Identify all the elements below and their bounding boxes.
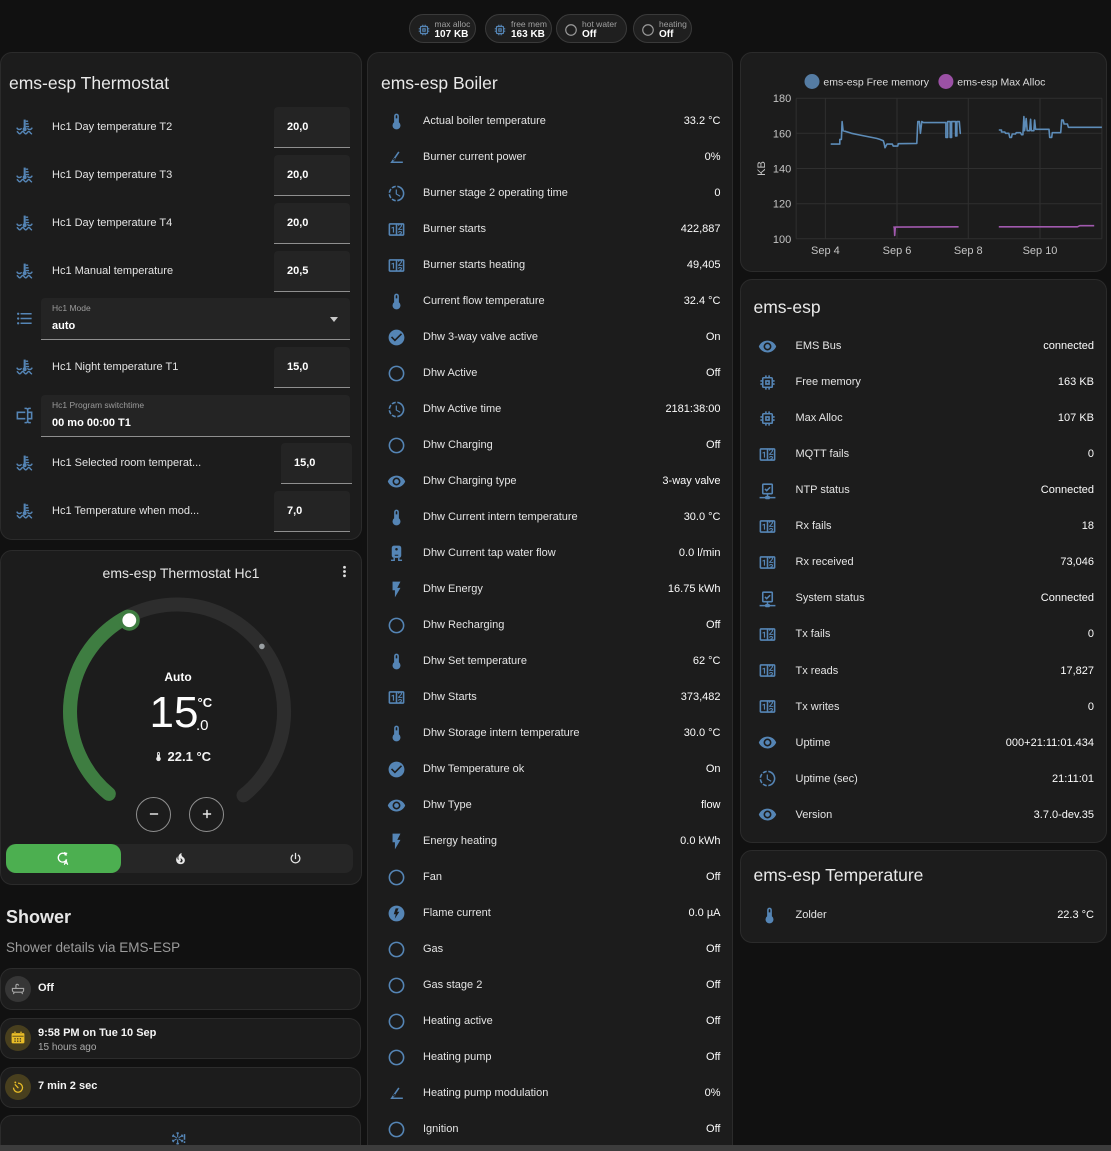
svg-text:KB: KB [756, 161, 768, 176]
svg-text:180: 180 [772, 93, 790, 105]
svg-text:ems-esp Max Alloc: ems-esp Max Alloc [957, 77, 1045, 89]
svg-text:Sep 4: Sep 4 [811, 245, 840, 257]
svg-text:100: 100 [772, 234, 790, 246]
svg-text:Sep 6: Sep 6 [882, 245, 911, 257]
svg-text:160: 160 [772, 128, 790, 140]
svg-text:120: 120 [772, 199, 790, 211]
svg-text:Sep 10: Sep 10 [1022, 245, 1057, 257]
svg-text:140: 140 [772, 164, 790, 176]
svg-text:Sep 8: Sep 8 [953, 245, 982, 257]
svg-text:ems-esp Free memory: ems-esp Free memory [823, 77, 929, 89]
